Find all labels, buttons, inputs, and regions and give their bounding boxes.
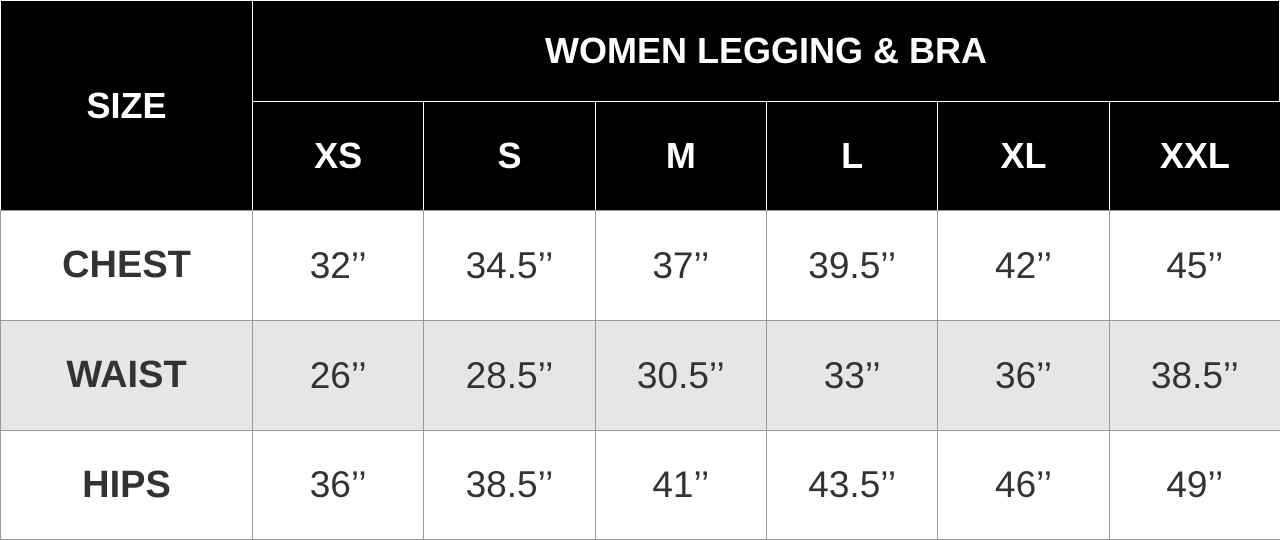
measurement: 45’’ <box>1108 210 1280 321</box>
measurement: 42’’ <box>937 210 1110 321</box>
measurement: 28.5’’ <box>423 320 596 431</box>
size-header: M <box>594 101 767 211</box>
row-label: HIPS <box>0 430 253 540</box>
measurement: 41’’ <box>594 430 767 540</box>
size-header: S <box>423 101 596 211</box>
measurement: 43.5’’ <box>766 430 939 540</box>
measurement: 26’’ <box>252 320 425 431</box>
measurement: 39.5’’ <box>766 210 939 321</box>
measurement: 49’’ <box>1108 430 1280 540</box>
size-header: XL <box>937 101 1110 211</box>
corner-header: SIZE <box>0 0 253 211</box>
measurement: 46’’ <box>937 430 1110 540</box>
measurement: 33’’ <box>766 320 939 431</box>
size-header: XS <box>252 101 425 211</box>
measurement: 32’’ <box>252 210 425 321</box>
measurement: 36’’ <box>252 430 425 540</box>
measurement: 34.5’’ <box>423 210 596 321</box>
row-label: WAIST <box>0 320 253 431</box>
row-label: CHEST <box>0 210 253 321</box>
measurement: 30.5’’ <box>594 320 767 431</box>
measurement: 38.5’’ <box>423 430 596 540</box>
size-header: L <box>766 101 939 211</box>
measurement: 36’’ <box>937 320 1110 431</box>
size-header: XXL <box>1108 101 1280 211</box>
table-title: WOMEN LEGGING & BRA <box>252 0 1280 102</box>
measurement: 37’’ <box>594 210 767 321</box>
measurement: 38.5’’ <box>1108 320 1280 431</box>
